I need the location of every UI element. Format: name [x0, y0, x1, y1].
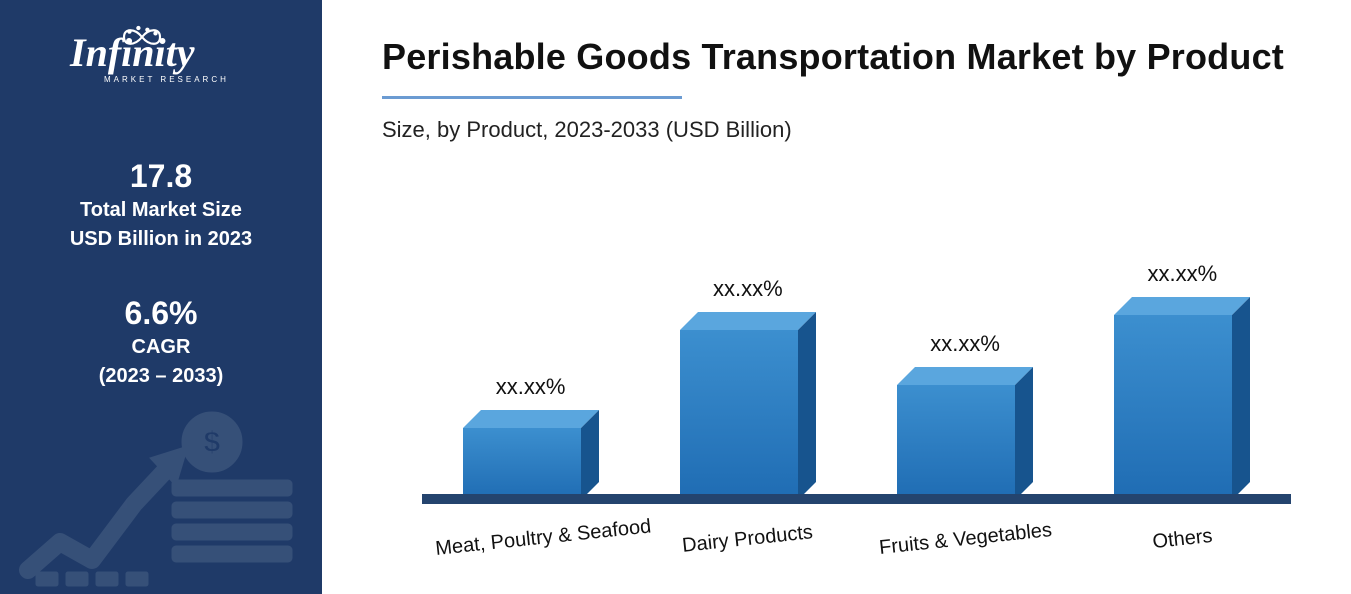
bar	[897, 367, 1033, 500]
title-underline	[382, 96, 682, 99]
page-title: Perishable Goods Transportation Market b…	[382, 36, 1311, 78]
bar-group: xx.xx%	[652, 276, 843, 500]
bar-value-label: xx.xx%	[930, 331, 1000, 357]
bar-group: xx.xx%	[435, 374, 626, 500]
svg-text:Infinity: Infinity	[69, 30, 195, 75]
bar-category-label: Meat, Poultry & Seafood	[434, 518, 627, 561]
stat-label-line2: USD Billion in 2023	[70, 226, 252, 253]
growth-art-icon: $	[0, 394, 322, 594]
bar-value-label: xx.xx%	[496, 374, 566, 400]
bar-value-label: xx.xx%	[1148, 261, 1218, 287]
bar-value-label: xx.xx%	[713, 276, 783, 302]
svg-text:MARKET RESEARCH: MARKET RESEARCH	[104, 75, 229, 84]
sidebar: Infinity MARKET RESEARCH 17.8 Total Mark…	[0, 0, 322, 594]
bar-chart: xx.xx% xx.xx% xx.xx% xx.xx% Meat, Poultry &…	[422, 210, 1291, 564]
bar-category-label: Dairy Products	[652, 518, 845, 561]
main-panel: Perishable Goods Transportation Market b…	[322, 0, 1351, 594]
bar	[680, 312, 816, 500]
stat-label-line2: (2023 – 2033)	[99, 363, 224, 390]
chart-axis	[422, 494, 1291, 504]
bar-category-label: Fruits & Vegetables	[869, 518, 1062, 561]
bar-group: xx.xx%	[870, 331, 1061, 500]
stat-label-line1: Total Market Size	[70, 197, 252, 224]
page-subtitle: Size, by Product, 2023-2033 (USD Billion…	[382, 117, 1311, 143]
stat-market-size: 17.8 Total Market Size USD Billion in 20…	[70, 158, 252, 253]
stat-cagr: 6.6% CAGR (2023 – 2033)	[99, 295, 224, 390]
svg-text:$: $	[204, 426, 221, 459]
stat-value: 6.6%	[99, 295, 224, 332]
bar	[463, 410, 599, 500]
stat-label-line1: CAGR	[99, 334, 224, 361]
bar-group: xx.xx%	[1087, 261, 1278, 500]
brand-logo: Infinity MARKET RESEARCH	[56, 22, 266, 92]
bar-category-label: Others	[1086, 518, 1279, 561]
stat-value: 17.8	[70, 158, 252, 195]
bar	[1114, 297, 1250, 500]
